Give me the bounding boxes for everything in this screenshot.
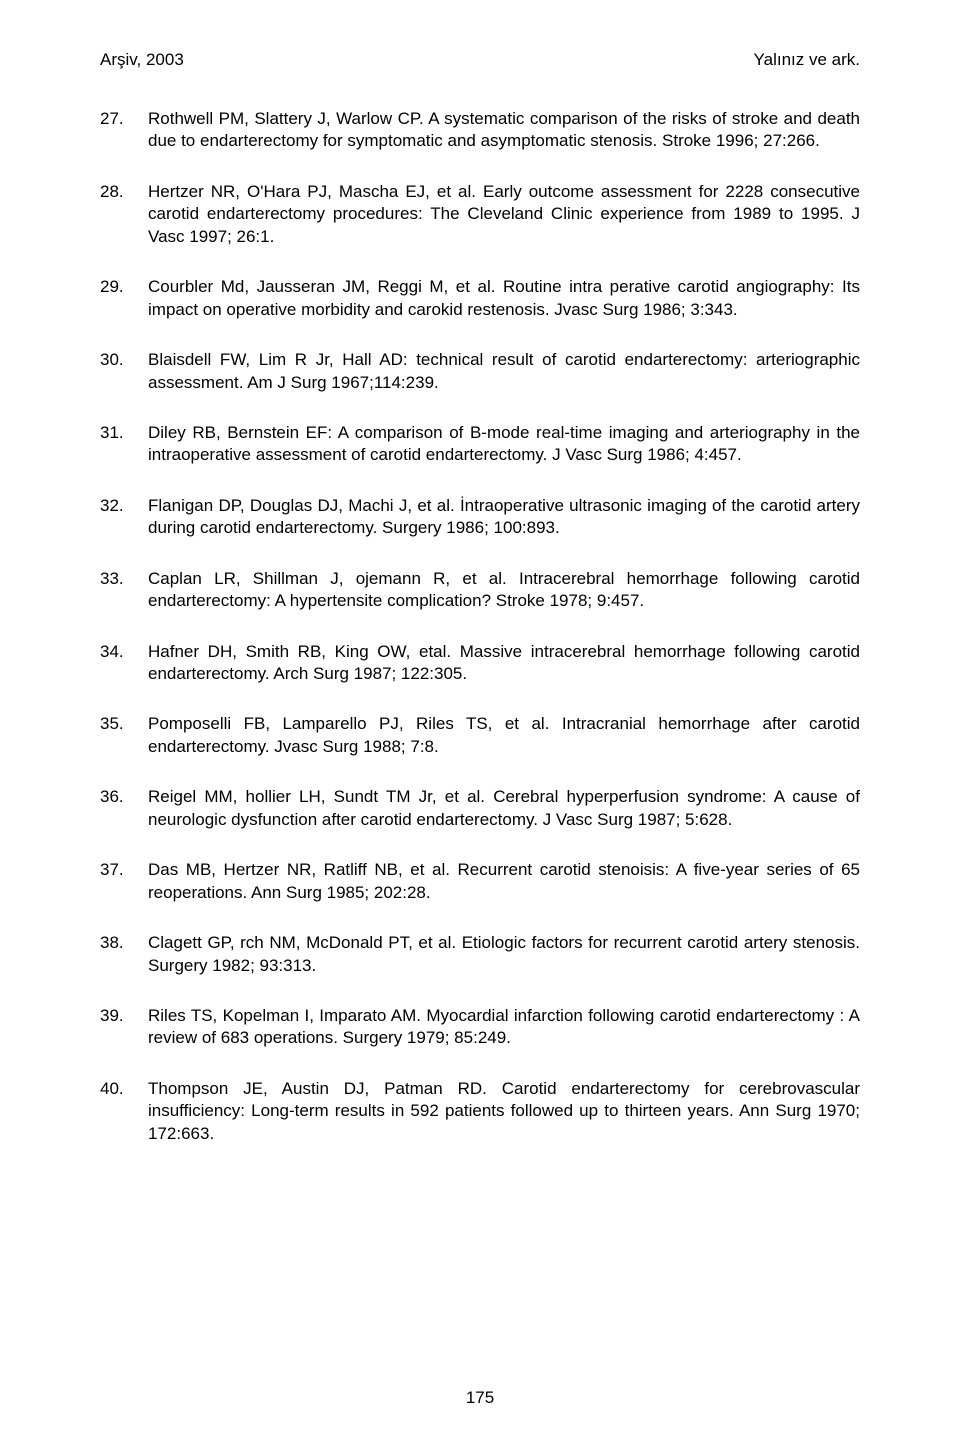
reference-text: Courbler Md, Jausseran JM, Reggi M, et a… <box>148 276 860 321</box>
reference-text: Reigel MM, hollier LH, Sundt TM Jr, et a… <box>148 786 860 831</box>
reference-number: 29. <box>100 276 148 321</box>
reference-number: 31. <box>100 422 148 467</box>
reference-item: 32. Flanigan DP, Douglas DJ, Machi J, et… <box>100 495 860 540</box>
reference-item: 27. Rothwell PM, Slattery J, Warlow CP. … <box>100 108 860 153</box>
references-list: 27. Rothwell PM, Slattery J, Warlow CP. … <box>100 108 860 1145</box>
reference-item: 28. Hertzer NR, O'Hara PJ, Mascha EJ, et… <box>100 181 860 248</box>
reference-text: Caplan LR, Shillman J, ojemann R, et al.… <box>148 568 860 613</box>
reference-text: Flanigan DP, Douglas DJ, Machi J, et al.… <box>148 495 860 540</box>
reference-number: 38. <box>100 932 148 977</box>
reference-number: 28. <box>100 181 148 248</box>
header-left: Arşiv, 2003 <box>100 50 184 70</box>
reference-text: Diley RB, Bernstein EF: A comparison of … <box>148 422 860 467</box>
reference-text: Clagett GP, rch NM, McDonald PT, et al. … <box>148 932 860 977</box>
reference-item: 40. Thompson JE, Austin DJ, Patman RD. C… <box>100 1078 860 1145</box>
reference-text: Blaisdell FW, Lim R Jr, Hall AD: technic… <box>148 349 860 394</box>
reference-number: 34. <box>100 641 148 686</box>
reference-item: 37. Das MB, Hertzer NR, Ratliff NB, et a… <box>100 859 860 904</box>
reference-text: Das MB, Hertzer NR, Ratliff NB, et al. R… <box>148 859 860 904</box>
reference-item: 30. Blaisdell FW, Lim R Jr, Hall AD: tec… <box>100 349 860 394</box>
reference-number: 27. <box>100 108 148 153</box>
reference-number: 39. <box>100 1005 148 1050</box>
reference-text: Hafner DH, Smith RB, King OW, etal. Mass… <box>148 641 860 686</box>
reference-item: 31. Diley RB, Bernstein EF: A comparison… <box>100 422 860 467</box>
reference-number: 30. <box>100 349 148 394</box>
reference-text: Riles TS, Kopelman I, Imparato AM. Myoca… <box>148 1005 860 1050</box>
reference-number: 37. <box>100 859 148 904</box>
reference-item: 39. Riles TS, Kopelman I, Imparato AM. M… <box>100 1005 860 1050</box>
page-header: Arşiv, 2003 Yalınız ve ark. <box>100 50 860 70</box>
reference-item: 29. Courbler Md, Jausseran JM, Reggi M, … <box>100 276 860 321</box>
reference-text: Hertzer NR, O'Hara PJ, Mascha EJ, et al.… <box>148 181 860 248</box>
reference-text: Thompson JE, Austin DJ, Patman RD. Carot… <box>148 1078 860 1145</box>
reference-number: 33. <box>100 568 148 613</box>
header-right: Yalınız ve ark. <box>754 50 860 70</box>
reference-text: Pomposelli FB, Lamparello PJ, Riles TS, … <box>148 713 860 758</box>
reference-item: 34. Hafner DH, Smith RB, King OW, etal. … <box>100 641 860 686</box>
reference-item: 33. Caplan LR, Shillman J, ojemann R, et… <box>100 568 860 613</box>
reference-number: 40. <box>100 1078 148 1145</box>
reference-text: Rothwell PM, Slattery J, Warlow CP. A sy… <box>148 108 860 153</box>
reference-number: 32. <box>100 495 148 540</box>
reference-number: 36. <box>100 786 148 831</box>
reference-item: 38. Clagett GP, rch NM, McDonald PT, et … <box>100 932 860 977</box>
reference-item: 35. Pomposelli FB, Lamparello PJ, Riles … <box>100 713 860 758</box>
reference-item: 36. Reigel MM, hollier LH, Sundt TM Jr, … <box>100 786 860 831</box>
page-number: 175 <box>0 1388 960 1408</box>
reference-number: 35. <box>100 713 148 758</box>
